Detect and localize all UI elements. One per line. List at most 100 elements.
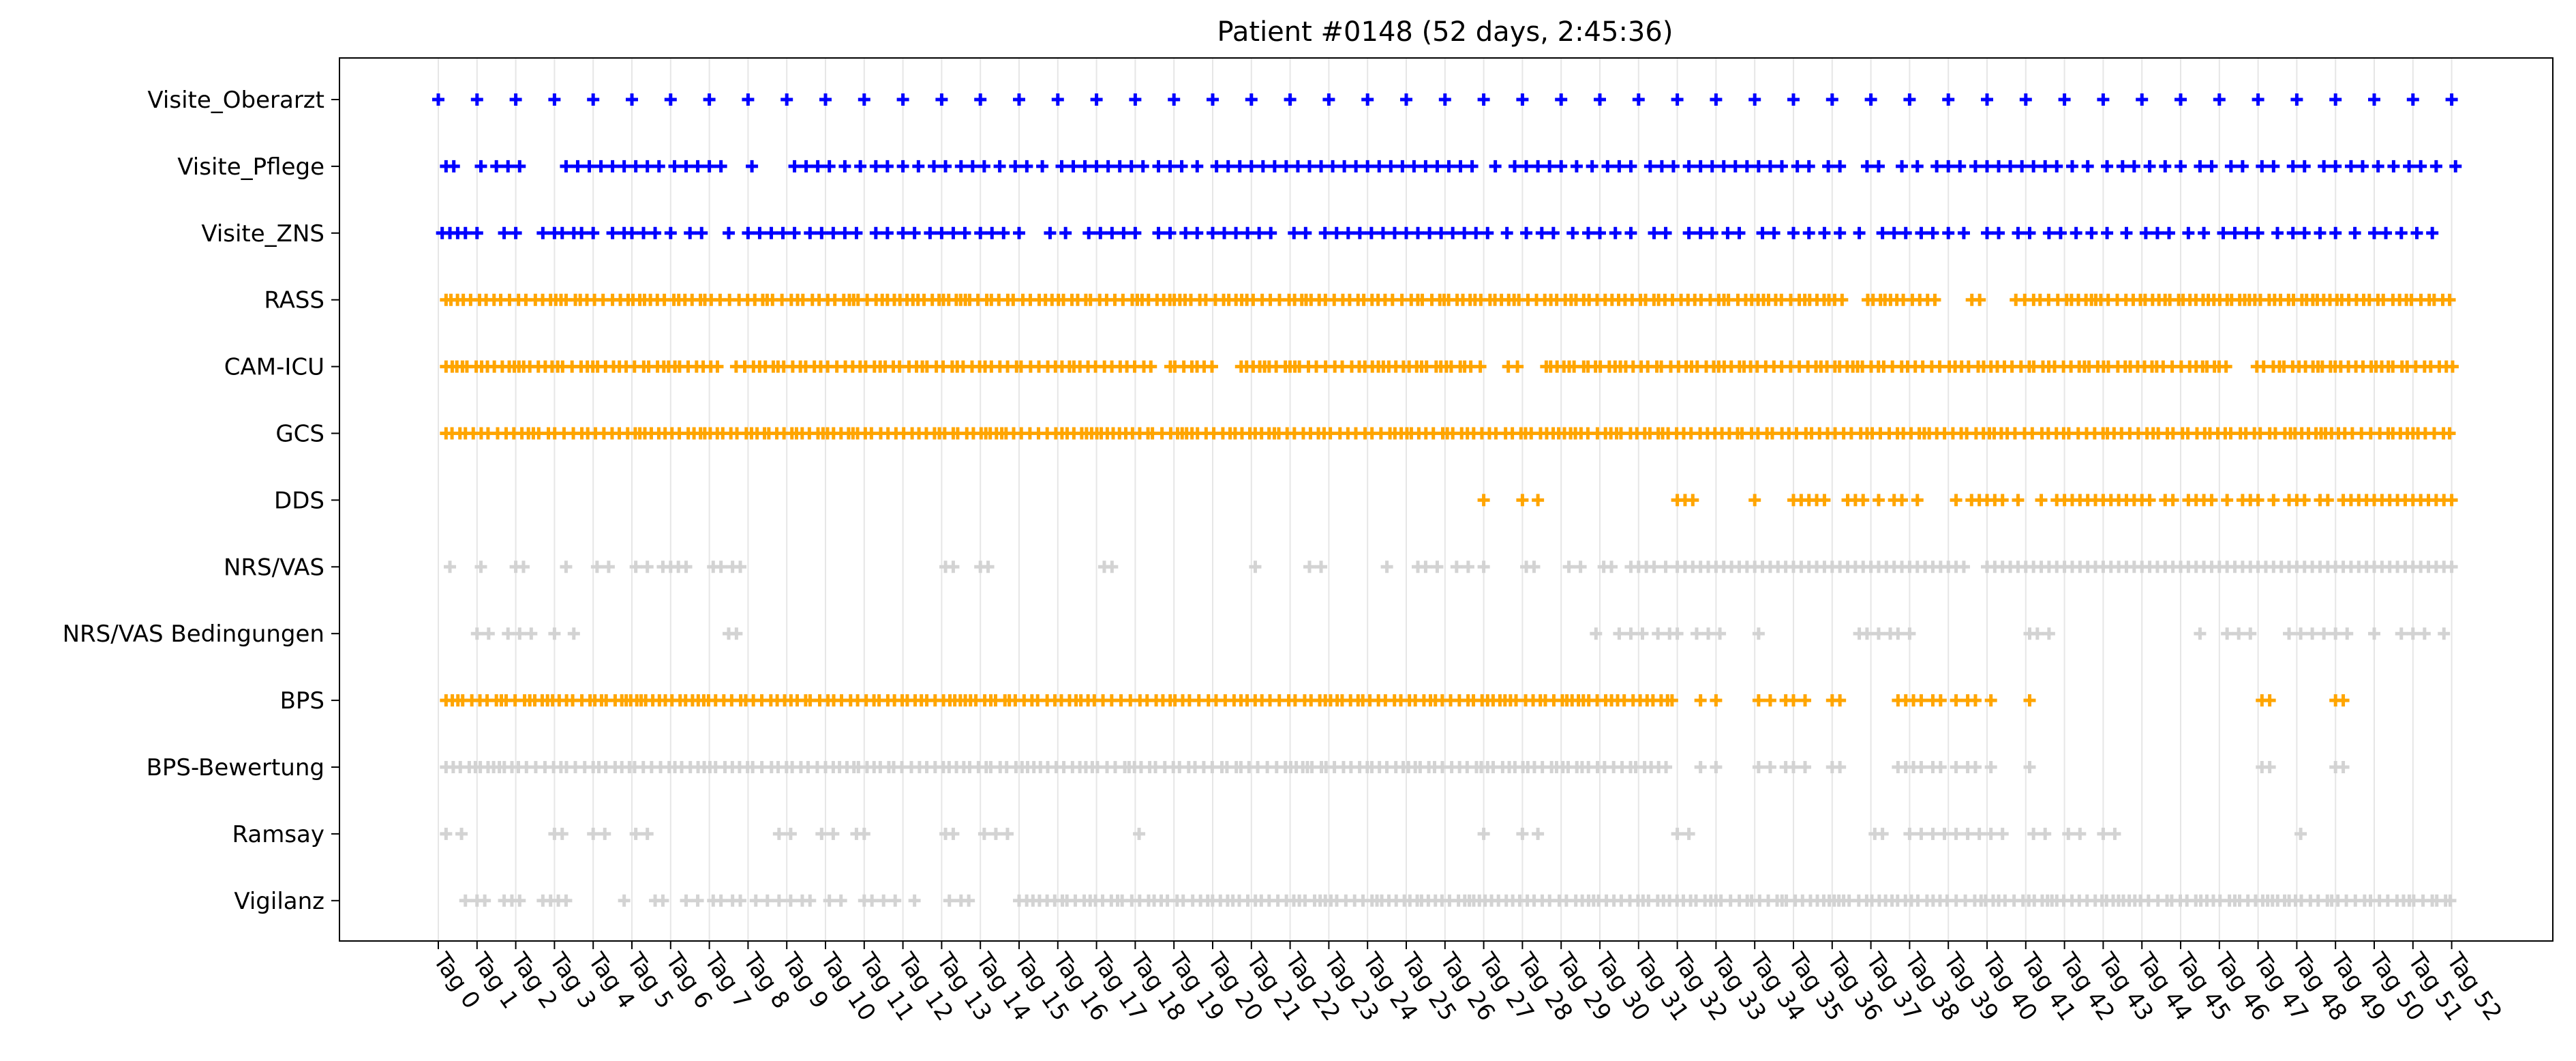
data-point <box>1984 761 1997 773</box>
data-point <box>1423 226 1436 239</box>
data-point <box>1694 694 1707 707</box>
data-point <box>1733 226 1746 239</box>
data-point <box>1671 827 1684 840</box>
data-point <box>742 226 755 239</box>
data-point <box>1380 561 1393 573</box>
data-point <box>1926 827 1939 840</box>
data-point <box>2058 93 2071 106</box>
data-point <box>1044 226 1057 239</box>
data-point <box>723 226 735 239</box>
data-point <box>1984 827 1997 840</box>
data-point <box>2395 627 2408 640</box>
data-point <box>2445 561 2458 573</box>
y-tick-label: Vigilanz <box>234 888 324 915</box>
data-point <box>2337 694 2350 707</box>
data-point <box>877 894 890 907</box>
data-point <box>1205 360 1218 373</box>
data-point <box>827 226 840 239</box>
data-point <box>943 894 956 907</box>
data-point <box>590 561 603 573</box>
data-point <box>781 93 793 106</box>
data-point <box>772 827 785 840</box>
data-point <box>1474 360 1487 373</box>
data-point <box>1857 494 1870 507</box>
data-point <box>1996 827 2009 840</box>
data-point <box>734 561 747 573</box>
data-point <box>1748 494 1761 507</box>
data-point <box>2139 226 2152 239</box>
data-point <box>1574 561 1587 573</box>
data-point <box>1756 226 1769 239</box>
data-point <box>1013 226 1025 239</box>
y-tick-label: CAM-ICU <box>224 354 324 381</box>
data-point <box>2228 226 2241 239</box>
data-point <box>1520 160 1533 173</box>
data-point <box>1268 160 1281 173</box>
data-point <box>2286 160 2299 173</box>
data-point <box>1981 160 1993 173</box>
data-point <box>509 226 522 239</box>
data-point <box>1009 160 1022 173</box>
data-point <box>1973 827 1986 840</box>
data-point <box>838 226 851 239</box>
data-point <box>668 160 681 173</box>
data-point <box>1419 160 1432 173</box>
data-point <box>2136 93 2149 106</box>
data-point <box>1353 226 1366 239</box>
data-point <box>1570 160 1583 173</box>
data-point <box>1117 226 1130 239</box>
data-point <box>2244 627 2257 640</box>
data-point <box>1872 627 1885 640</box>
data-point <box>1446 226 1459 239</box>
y-tick-label: Ramsay <box>232 821 324 848</box>
data-point <box>1981 93 1993 106</box>
data-point <box>1818 494 1831 507</box>
data-point <box>2263 761 2276 773</box>
data-point <box>2023 226 2036 239</box>
data-point <box>1594 93 1606 106</box>
data-point <box>703 160 716 173</box>
data-point <box>811 160 824 173</box>
data-point <box>2004 160 2017 173</box>
data-point <box>2329 226 2342 239</box>
data-point <box>869 226 882 239</box>
data-point <box>1013 93 1025 106</box>
data-point <box>598 827 611 840</box>
data-point <box>1957 226 1970 239</box>
data-point <box>2271 226 2284 239</box>
data-point <box>1562 561 1575 573</box>
data-point <box>2298 226 2311 239</box>
data-point <box>1264 226 1277 239</box>
data-point <box>536 226 549 239</box>
data-point <box>2314 226 2327 239</box>
y-tick-label: NRS/VAS <box>224 554 324 581</box>
data-point <box>1665 694 1678 707</box>
data-point <box>1714 627 1727 640</box>
data-point <box>958 226 971 239</box>
data-point <box>1834 226 1847 239</box>
data-point <box>1818 226 1831 239</box>
data-point <box>800 160 813 173</box>
data-point <box>2031 627 2044 640</box>
data-point <box>656 894 669 907</box>
data-point <box>1915 694 1928 707</box>
data-point <box>1315 561 1328 573</box>
data-point <box>1106 226 1119 239</box>
data-point <box>2329 93 2342 106</box>
data-point <box>1825 93 1838 106</box>
data-point <box>2039 827 2052 840</box>
data-point <box>560 894 573 907</box>
data-point <box>1834 761 1847 773</box>
data-point <box>819 93 832 106</box>
data-point <box>1594 226 1606 239</box>
data-point <box>459 226 472 239</box>
data-point <box>498 226 511 239</box>
data-point <box>649 226 662 239</box>
data-point <box>1470 226 1483 239</box>
data-point <box>1954 160 1967 173</box>
data-point <box>896 93 909 106</box>
data-point <box>1210 160 1223 173</box>
data-point <box>1710 761 1723 773</box>
data-point <box>947 827 960 840</box>
data-point <box>1655 160 1668 173</box>
